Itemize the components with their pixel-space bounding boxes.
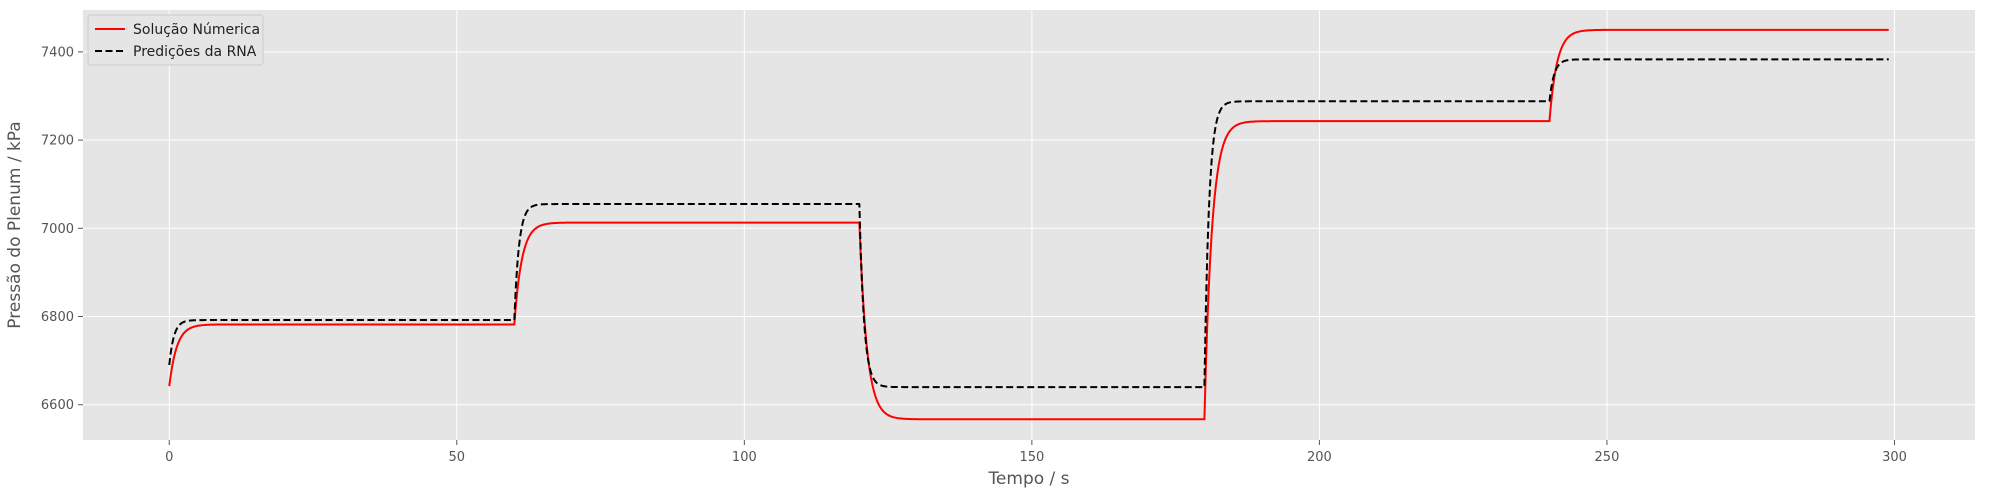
y-tick-label: 7000 [41, 222, 74, 237]
x-tick-label: 300 [1882, 450, 1907, 465]
x-axis-label: Tempo / s [987, 469, 1069, 489]
x-tick-label: 250 [1595, 450, 1620, 465]
x-tick-label: 0 [165, 450, 173, 465]
x-axis-ticks: 0 50 100 150 200 250 300 [165, 440, 1907, 465]
y-tick-label: 7400 [41, 45, 74, 60]
x-tick-label: 100 [732, 450, 757, 465]
y-axis-label: Pressão do Plenum / kPa [5, 121, 25, 328]
grid-lines [83, 10, 1975, 440]
series-line-numerical [168, 28, 1889, 421]
x-tick-label: 150 [1019, 450, 1044, 465]
x-tick-label: 50 [449, 450, 466, 465]
x-tick-label: 200 [1307, 450, 1332, 465]
y-tick-label: 6600 [41, 398, 74, 413]
y-tick-label: 6800 [41, 310, 74, 325]
y-axis-ticks: 6600 6800 7000 7200 7400 [41, 45, 83, 413]
legend-label-numerical: Solução Númerica [133, 22, 260, 38]
legend-box [87, 14, 264, 66]
plot-area [83, 10, 1975, 440]
series-layer [168, 28, 1889, 421]
legend-label-ann: Predições da RNA [133, 44, 257, 60]
y-tick-label: 7200 [41, 134, 74, 149]
series-line-ann [168, 58, 1889, 389]
legend: Solução Númerica Predições da RNA [87, 14, 264, 66]
